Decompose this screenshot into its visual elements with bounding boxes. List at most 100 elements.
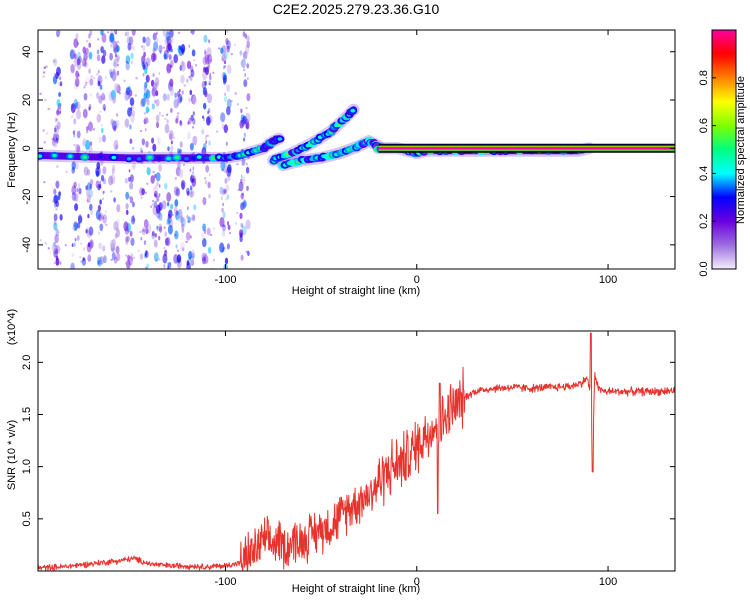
noise-speckle	[140, 196, 143, 199]
noise-blob	[207, 181, 211, 189]
noise-blob	[88, 106, 91, 111]
noise-blob	[241, 58, 246, 69]
noise-blob	[167, 42, 172, 52]
noise-blob	[191, 49, 196, 57]
noise-blob	[89, 30, 93, 36]
noise-blob	[208, 80, 211, 86]
noise-blob	[102, 214, 107, 224]
noise-blob	[130, 60, 133, 65]
y-tick-label: -20	[21, 189, 33, 205]
noise-blob	[243, 132, 247, 138]
noise-speckle	[43, 66, 46, 69]
noise-blob	[129, 174, 134, 183]
noise-blob	[158, 164, 163, 172]
noise-blob	[87, 254, 92, 262]
noise-speckle	[139, 230, 142, 233]
noise-blob	[167, 146, 170, 152]
main-carrier-blob-core	[156, 156, 162, 160]
noise-speckle	[56, 118, 59, 121]
noise-blob	[202, 223, 207, 232]
noise-speckle	[81, 64, 84, 67]
noise-speckle	[53, 73, 56, 76]
noise-blob	[192, 215, 196, 221]
noise-blob	[132, 201, 135, 208]
noise-blob	[203, 255, 209, 264]
snr-data-point	[439, 435, 440, 436]
noise-blob	[204, 180, 208, 185]
noise-blob	[146, 263, 149, 269]
noise-blob	[116, 204, 121, 213]
noise-blob	[191, 173, 195, 179]
noise-blob	[222, 188, 226, 194]
noise-blob	[99, 256, 105, 265]
noise-speckle	[73, 195, 76, 197]
noise-blob	[244, 73, 247, 77]
noise-speckle	[46, 132, 49, 135]
noise-speckle	[234, 92, 237, 95]
noise-blob	[73, 53, 77, 59]
noise-blob	[186, 187, 190, 195]
noise-blob	[164, 123, 170, 134]
noise-blob	[181, 227, 185, 233]
noise-speckle	[177, 249, 179, 252]
snr-data-point	[604, 391, 605, 392]
noise-blob	[170, 140, 173, 145]
noise-blob	[190, 114, 194, 122]
snr-data-point	[386, 471, 387, 472]
noise-blob	[115, 144, 118, 150]
colorbar-tick-label: 0.4	[698, 166, 710, 181]
noise-blob	[240, 108, 243, 114]
noise-blob	[88, 144, 93, 153]
noise-speckle	[104, 76, 107, 79]
snr-data-point	[374, 487, 375, 488]
noise-speckle	[43, 181, 46, 184]
y-tick-label: 0.5	[21, 511, 33, 526]
noise-blob	[145, 74, 150, 83]
noise-blob	[88, 68, 91, 74]
noise-blob	[100, 46, 105, 54]
noise-blob	[116, 54, 120, 62]
noise-blob	[188, 97, 191, 103]
noise-speckle	[104, 210, 107, 213]
noise-blob	[125, 191, 130, 200]
noise-speckle	[190, 217, 193, 220]
x-tick-label: 0	[414, 576, 420, 588]
noise-speckle	[170, 134, 173, 136]
noise-blob	[225, 38, 229, 45]
noise-blob	[98, 136, 102, 144]
noise-blob	[126, 235, 130, 243]
noise-blob	[146, 225, 148, 230]
noise-speckle	[162, 46, 165, 49]
noise-blob	[175, 118, 179, 124]
noise-blob	[73, 242, 76, 248]
noise-blob	[153, 252, 159, 262]
noise-blob	[245, 124, 248, 129]
noise-blob	[241, 204, 244, 210]
noise-blob	[56, 232, 60, 239]
noise-speckle	[96, 73, 99, 76]
noise-blob	[169, 133, 173, 141]
snr-data-point	[569, 386, 570, 387]
y-tick-label: 2.0	[21, 355, 33, 370]
noise-blob	[76, 101, 81, 111]
noise-blob	[114, 233, 118, 240]
noise-blob	[226, 221, 230, 226]
noise-blob	[56, 121, 61, 130]
noise-blob	[128, 176, 131, 182]
noise-blob	[164, 231, 168, 237]
noise-blob	[152, 73, 155, 77]
noise-blob	[51, 243, 56, 252]
snr-background	[38, 331, 675, 571]
noise-blob	[89, 141, 93, 146]
noise-blob	[103, 254, 107, 263]
noise-speckle	[125, 60, 128, 63]
noise-speckle	[116, 64, 119, 67]
noise-blob	[90, 238, 93, 245]
noise-blob	[96, 92, 100, 99]
noise-speckle	[236, 212, 239, 214]
snr-y-label: SNR (10 * v/v)	[6, 420, 18, 490]
snr-data-point	[187, 565, 188, 566]
noise-blob	[132, 214, 135, 219]
snr-data-point	[416, 445, 417, 446]
noise-speckle	[237, 103, 239, 106]
